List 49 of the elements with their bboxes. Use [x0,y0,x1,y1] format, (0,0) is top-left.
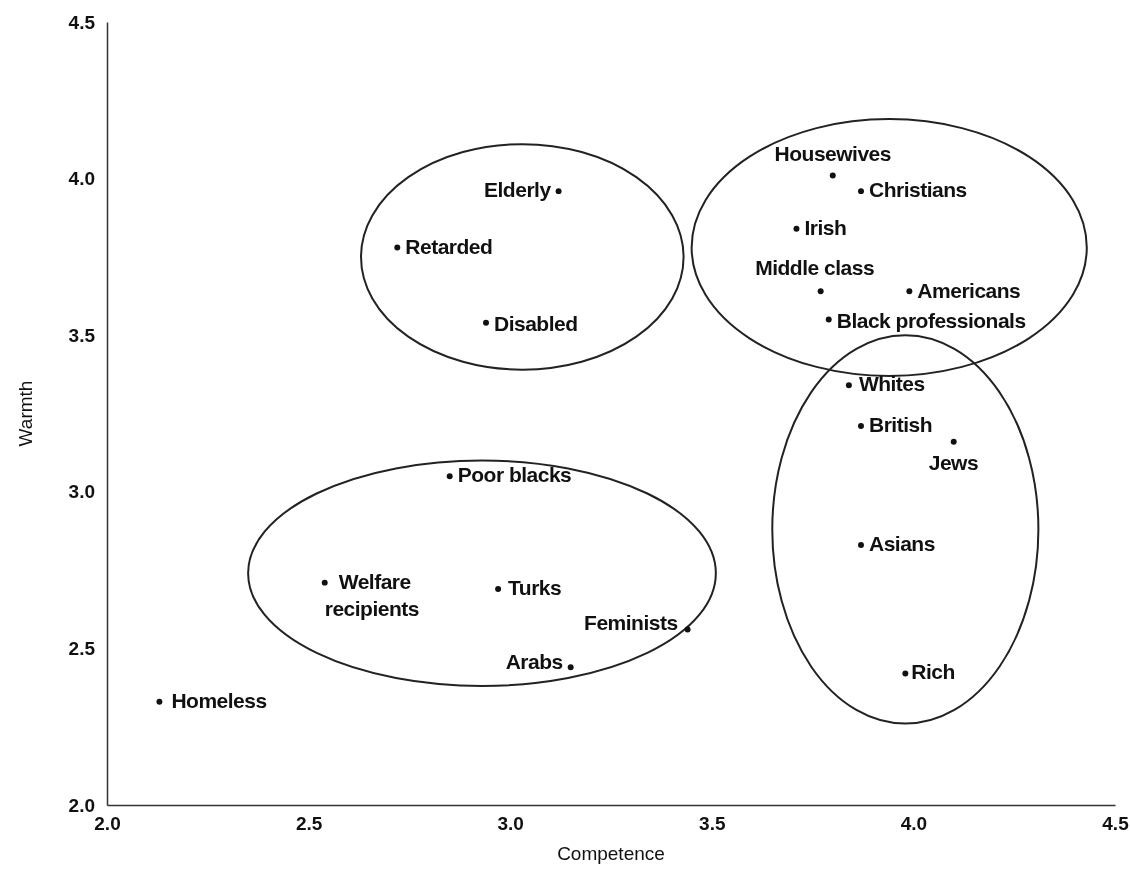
series-label: Housewives [774,142,891,166]
series-label: Homeless [171,688,267,712]
point [858,423,864,430]
point [845,382,852,389]
series-label: Disabled [494,311,578,335]
point [858,542,864,549]
series-label: Arabs [505,650,563,674]
x-tick-label: 2.5 [295,813,323,835]
x-tick-label: 3.5 [699,813,726,835]
point [156,698,163,705]
point [793,225,800,232]
y-tick-label: 2.5 [68,637,96,659]
series-label: Christians [868,178,967,202]
point [829,172,836,179]
y-axis-title: Warmth [15,380,36,447]
series-label: Turks [508,575,562,599]
series-label: Black professionals [836,308,1026,332]
point [817,288,824,295]
series-label: Poor blacks [457,463,572,487]
series-label: British [868,413,932,437]
x-axis-title: Competence [557,843,665,864]
y-tick-label: 2.0 [68,794,95,816]
point [902,670,909,677]
point [906,288,913,295]
series-label: Elderly [484,178,552,202]
series-label: Asians [868,532,935,556]
point [825,316,832,323]
point [394,244,401,251]
y-tick-label: 3.5 [68,324,96,346]
series-label: Jews [928,450,979,474]
x-tick-label: 3.0 [497,813,524,835]
series-label: Irish [804,215,847,239]
y-tick-label: 3.0 [68,481,95,503]
point [858,188,864,195]
x-tick-label: 4.0 [900,813,928,835]
series-label: Retarded [405,234,493,258]
x-tick-label: 4.5 [1102,813,1130,835]
x-tick-label: 2.0 [94,813,121,835]
point [950,438,957,445]
series-label: Middle class [755,256,875,280]
series-label: Feminists [584,610,678,634]
series-label: Whites [858,372,925,396]
point [483,319,489,326]
y-tick-label: 4.5 [68,11,96,33]
series-label: Americans [917,279,1021,303]
series-label: Rich [911,660,955,684]
point [555,188,562,195]
series-label: Welfare recipients [324,569,419,620]
y-tick-label: 4.0 [68,168,95,190]
